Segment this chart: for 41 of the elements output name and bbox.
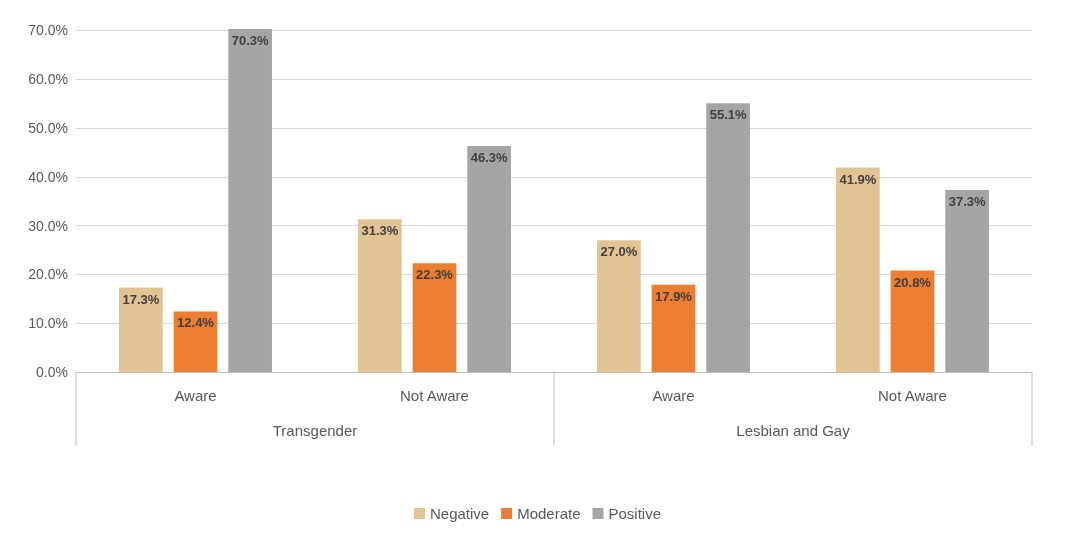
bar: [467, 146, 511, 372]
data-label: 37.3%: [948, 194, 986, 209]
x-tick-label: Not Aware: [878, 387, 947, 404]
data-label: 46.3%: [470, 150, 508, 166]
y-tick-label: 20.0%: [28, 266, 68, 283]
bar: [945, 190, 989, 372]
legend-label: Moderate: [517, 505, 581, 522]
x-tick-label: Aware: [652, 387, 695, 404]
bar: [358, 219, 402, 372]
data-label: 12.4%: [177, 315, 215, 331]
y-tick-label: 50.0%: [28, 120, 68, 137]
data-label: 17.3%: [122, 291, 160, 307]
data-label: 20.8%: [894, 274, 932, 290]
text: Lesbian and Gay: [736, 421, 851, 439]
text: Transgender: [272, 421, 358, 439]
data-label: 27.0%: [600, 244, 638, 260]
bar: [651, 284, 696, 372]
bar: [890, 270, 935, 372]
data-label: 70.3%: [231, 32, 269, 48]
data-label: 55.1%: [709, 107, 747, 123]
data-label: 22.3%: [416, 267, 454, 283]
y-tick-label: 10.0%: [28, 315, 68, 332]
y-tick-label: 30.0%: [28, 217, 68, 234]
data-label: 41.9%: [839, 171, 877, 187]
y-tick-label: 0.0%: [36, 364, 68, 380]
y-tick-label: 60.0%: [28, 71, 68, 88]
legend-label: Negative: [429, 505, 490, 522]
bar: [706, 103, 750, 372]
y-tick-label: 40.0%: [28, 168, 68, 185]
bar: [412, 263, 457, 372]
bar: [836, 167, 880, 372]
bar: [173, 311, 218, 372]
bar: [597, 240, 641, 372]
x-tick-label: Not Aware: [400, 387, 469, 404]
data-label: 17.9%: [655, 288, 693, 304]
legend-label: Positive: [608, 505, 662, 522]
bar: [119, 287, 163, 372]
x-tick-label: Aware: [174, 387, 217, 404]
bar: [228, 28, 272, 372]
data-label: 31.3%: [361, 223, 399, 239]
y-tick-label: 70.0%: [28, 22, 68, 39]
